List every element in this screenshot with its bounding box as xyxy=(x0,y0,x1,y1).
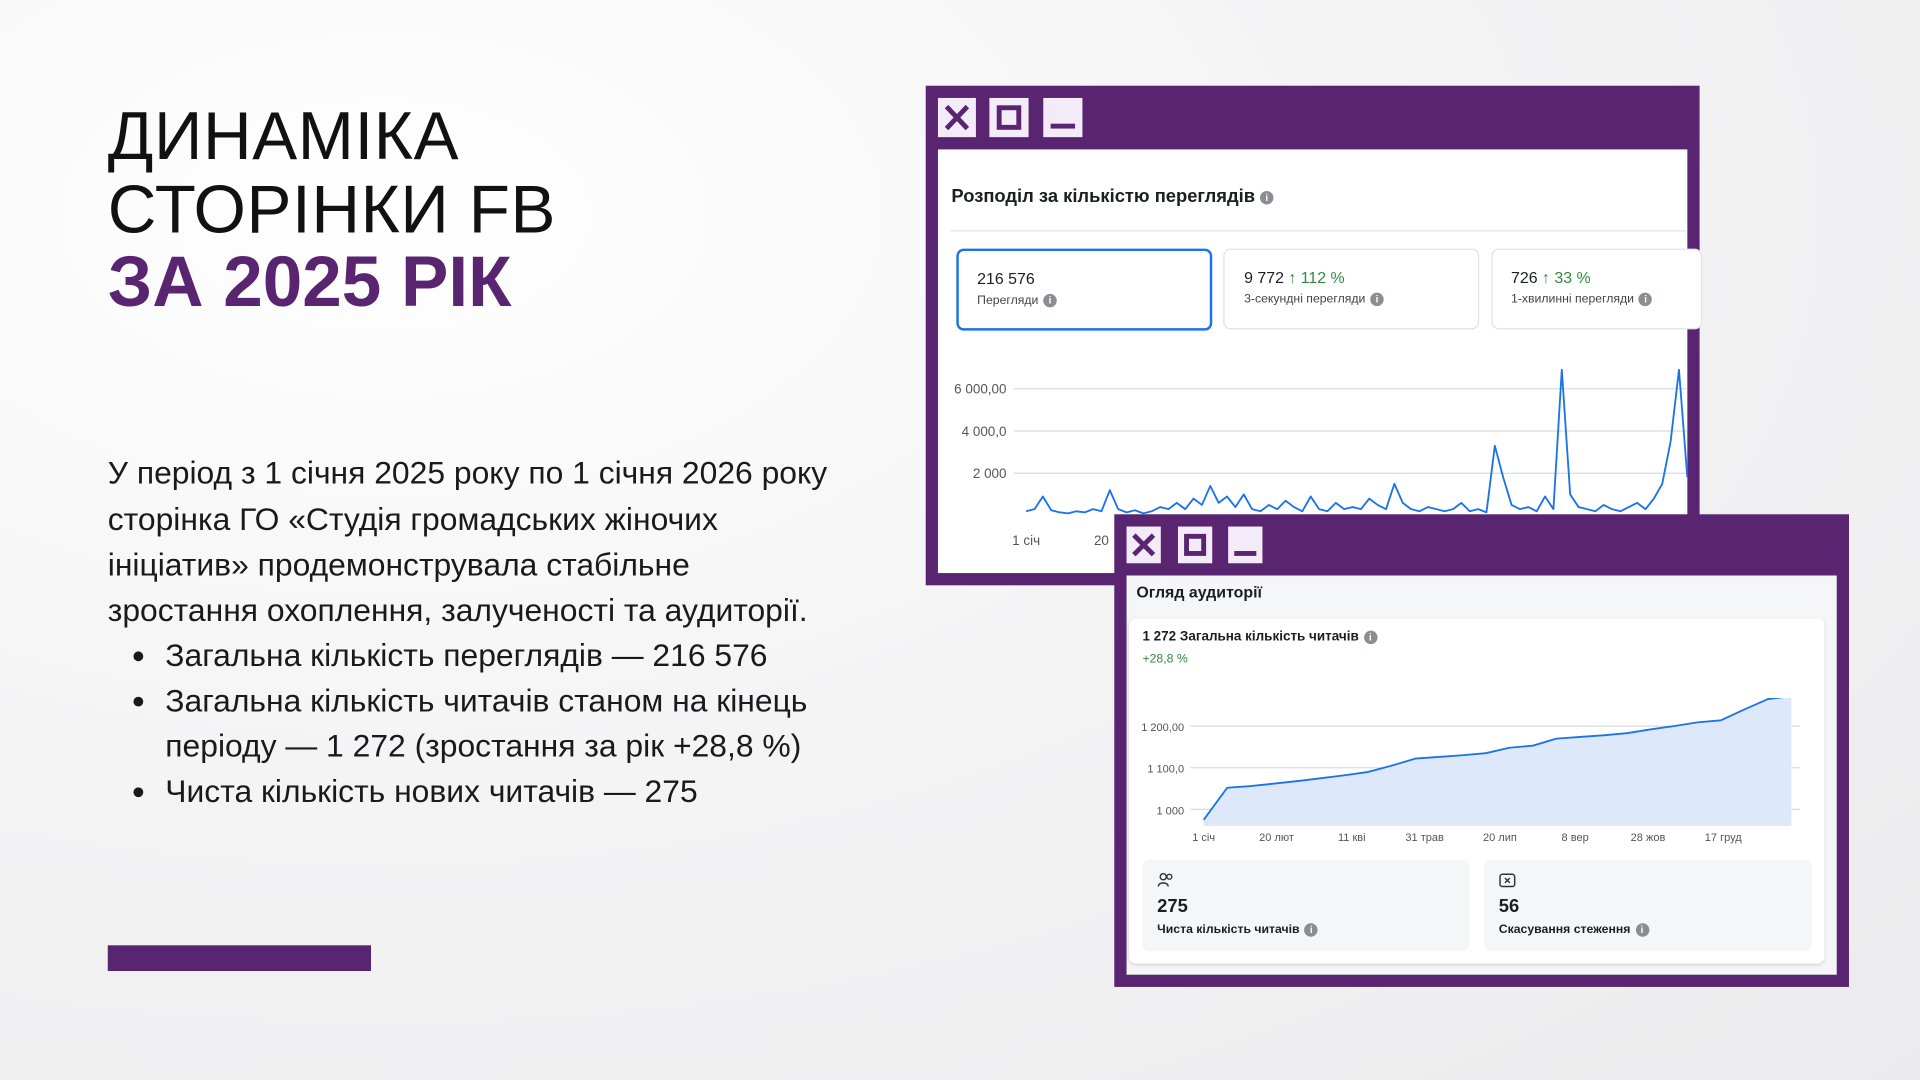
card-value: 726 xyxy=(1511,268,1538,287)
info-icon: i xyxy=(1363,630,1378,644)
minimize-button[interactable] xyxy=(1228,526,1263,564)
metric-value: 1 272 xyxy=(1142,629,1177,645)
stat-card[interactable]: 726 ↑ 33 % 1-хвилинні перегляди i xyxy=(1491,248,1703,330)
stat-card[interactable]: 9 772 ↑ 112 % 3-секундні перегляди i xyxy=(1223,248,1480,330)
line xyxy=(1202,697,1785,821)
stat-card: 56 Скасування стеження i xyxy=(1484,859,1813,952)
y-tick-label: 4 000,0 xyxy=(962,424,1007,439)
window-title-text: Розподіл за кількістю переглядів xyxy=(951,186,1256,207)
x-tick-label: 20 xyxy=(1094,533,1109,548)
maximize-button[interactable] xyxy=(989,97,1029,138)
card-label: Перегляди xyxy=(977,294,1039,308)
y-tick-label: 6 000,00 xyxy=(954,382,1006,397)
maximize-button[interactable] xyxy=(1177,526,1213,564)
card-label: 3-секундні перегляди xyxy=(1244,292,1366,307)
card-value: 216 576 xyxy=(977,269,1035,288)
title-line: ДИНАМІКА xyxy=(107,97,460,174)
audience-chart: 1 200,00 1 100,0 1 000 1 січ 20 лют 11 кві 31 … xyxy=(1141,697,1801,844)
y-tick-label: 1 200,00 xyxy=(1141,722,1184,734)
card-value-row: 9 772 ↑ 112 % xyxy=(1244,268,1345,286)
metric-row: 1 272 Загальна кількість читачів i xyxy=(1142,629,1378,645)
info-icon: i xyxy=(1638,292,1653,307)
paragraph-line: У період з 1 січня 2025 року по 1 січня … xyxy=(107,454,828,492)
bullet-text: Чиста кількість нових читачів — 275 xyxy=(165,772,698,810)
window-title: Огляд аудиторії xyxy=(1136,582,1263,602)
line xyxy=(1025,368,1688,515)
panel: Розподіл за кількістю переглядів i 216 57… xyxy=(937,149,1703,574)
window: Розподіл за кількістю переглядів i 216 57… xyxy=(925,85,1703,586)
accent-bar xyxy=(107,945,372,972)
metric-label: Загальна кількість читачів xyxy=(1179,629,1359,645)
y-tick-label: 2 000 xyxy=(973,466,1007,481)
y-tick-label: 1 000 xyxy=(1157,805,1185,817)
info-icon: i xyxy=(1259,190,1274,204)
card-value: 9 772 xyxy=(1244,268,1284,287)
x-tick-label: 20 лип xyxy=(1483,832,1517,844)
card-label-row: 1-хвилинні перегляди i xyxy=(1511,292,1653,307)
card-change: ↑ 33 % xyxy=(1542,268,1591,287)
card-label: Чиста кількість читачів xyxy=(1157,923,1300,937)
x-tick-label: 8 вер xyxy=(1562,832,1589,844)
minimize-button[interactable] xyxy=(1043,97,1083,138)
paragraph-line: зростання охоплення, залученості та ауди… xyxy=(107,591,808,629)
info-icon: i xyxy=(1370,292,1384,307)
views-chart: 6 000,00 4 000,0 2 000 1 січ 20 xyxy=(954,368,1688,548)
bullet-text: Загальна кількість переглядів — 216 576 xyxy=(165,636,768,674)
stat-card[interactable]: 216 576 Перегляди i xyxy=(956,248,1213,331)
card-label-row: 3-секундні перегляди i xyxy=(1244,292,1384,307)
card-value: 275 xyxy=(1157,896,1188,918)
x-tick-label: 1 січ xyxy=(1012,533,1040,548)
bullet-text: періоду — 1 272 (зростання за рік +28,8 … xyxy=(165,727,802,765)
metric-change: +28,8 % xyxy=(1142,652,1188,667)
card-label-row: Скасування стеження i xyxy=(1499,923,1649,937)
card-change: ↑ 112 % xyxy=(1288,268,1345,287)
x-tick-label: 31 трав xyxy=(1405,832,1444,844)
bullet xyxy=(133,651,144,662)
bullet xyxy=(133,787,144,798)
stat-card: 275 Чиста кількість читачів i xyxy=(1142,859,1470,952)
card-label-row: Чиста кількість читачів i xyxy=(1157,923,1318,937)
x-tick-label: 11 кві xyxy=(1338,832,1366,844)
area xyxy=(1203,697,1792,827)
paragraph-line: сторінка ГО «Студія громадських жіночих xyxy=(107,500,718,538)
paragraph-line: ініціатив» продемонструвала стабільне xyxy=(107,546,690,583)
card-label: Скасування стеження xyxy=(1498,923,1631,937)
card-value-row: 726 ↑ 33 % xyxy=(1511,268,1591,286)
title-accent: ЗА 2025 РІК xyxy=(107,242,512,323)
close-button[interactable] xyxy=(1126,526,1161,564)
title-line: СТОРІНКИ FB xyxy=(107,171,557,248)
window-title: Розподіл за кількістю переглядів i xyxy=(951,186,1274,207)
people-icon xyxy=(1157,872,1173,887)
x-tick-label: 1 січ xyxy=(1192,832,1215,844)
bullet-text: Загальна кількість читачів станом на кін… xyxy=(165,682,808,719)
y-tick-label: 1 100,0 xyxy=(1147,764,1184,776)
info-icon: i xyxy=(1043,293,1057,308)
close-button[interactable] xyxy=(937,97,976,138)
x-tick-label: 17 груд xyxy=(1705,832,1742,844)
card-label: 1-хвилинні перегляди xyxy=(1511,292,1635,307)
divider xyxy=(950,230,1688,232)
card-value: 56 xyxy=(1498,896,1520,918)
card-label-row: Перегляди i xyxy=(977,293,1057,308)
x-tick-label: 28 жов xyxy=(1631,832,1666,844)
x-tick-label: 20 лют xyxy=(1259,832,1294,844)
info-icon: i xyxy=(1635,923,1649,937)
info-icon: i xyxy=(1304,923,1318,937)
unfollow-icon xyxy=(1499,873,1516,888)
bullet xyxy=(133,696,144,707)
